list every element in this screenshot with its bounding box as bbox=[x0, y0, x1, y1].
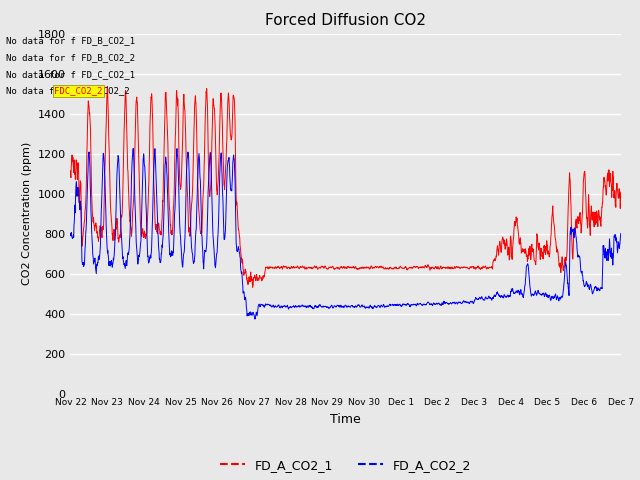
Text: No data for f FD_C_CO2_1: No data for f FD_C_CO2_1 bbox=[6, 70, 136, 79]
Text: No data for f FD_B_CO2_1: No data for f FD_B_CO2_1 bbox=[6, 36, 136, 45]
Text: No data for f FD_B_CO2_2: No data for f FD_B_CO2_2 bbox=[6, 53, 136, 62]
Legend: FD_A_CO2_1, FD_A_CO2_2: FD_A_CO2_1, FD_A_CO2_2 bbox=[215, 454, 476, 477]
Text: FDC_CO2_2: FDC_CO2_2 bbox=[54, 86, 103, 96]
X-axis label: Time: Time bbox=[330, 413, 361, 426]
Y-axis label: CO2 Concentration (ppm): CO2 Concentration (ppm) bbox=[22, 142, 32, 285]
Title: Forced Diffusion CO2: Forced Diffusion CO2 bbox=[265, 13, 426, 28]
Text: No data for f FDC_CO2_2: No data for f FDC_CO2_2 bbox=[6, 86, 130, 96]
